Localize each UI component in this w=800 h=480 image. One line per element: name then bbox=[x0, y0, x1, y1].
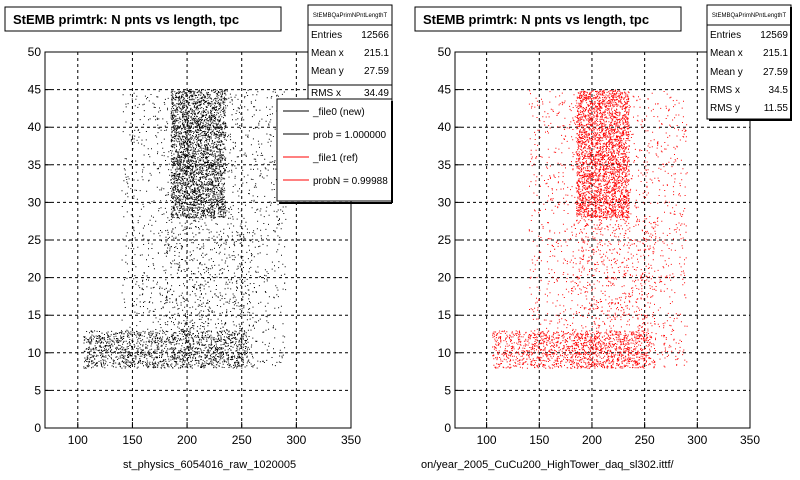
right-title-box bbox=[414, 6, 682, 32]
y-tick-label: 45 bbox=[438, 83, 452, 97]
legend-label: _file1 (ref) bbox=[312, 153, 358, 164]
left-title: StEMB primtrk: N pnts vs length, tpc bbox=[13, 12, 239, 27]
left-bottom-label: st_physics_6054016_raw_1020005 bbox=[123, 459, 296, 471]
legend-label: prob = 1.000000 bbox=[313, 130, 387, 141]
y-tick-label: 20 bbox=[438, 271, 452, 285]
y-tick-label: 5 bbox=[34, 383, 41, 397]
right-stats-header: StEMBQaPrimNPntLengthT bbox=[712, 13, 787, 19]
y-tick-label: 5 bbox=[444, 383, 451, 397]
y-tick-label: 40 bbox=[438, 120, 452, 134]
left-stat-label: Entries bbox=[311, 30, 342, 41]
x-tick-label: 250 bbox=[232, 433, 252, 447]
y-tick-label: 45 bbox=[28, 83, 42, 97]
right-stat-value: 215.1 bbox=[763, 48, 788, 59]
x-tick-label: 300 bbox=[286, 433, 306, 447]
right-panel: 100 150 200 250 300 350 0 5 10 15 20 25 30 35 40 45 50 S… bbox=[414, 4, 792, 471]
y-tick-label: 50 bbox=[438, 45, 452, 59]
scatter-point-cloud bbox=[83, 89, 287, 369]
y-tick-label: 25 bbox=[28, 233, 42, 247]
right-stat-label: Mean y bbox=[710, 67, 743, 78]
left-stat-label: Mean y bbox=[311, 66, 344, 77]
y-tick-label: 0 bbox=[444, 421, 451, 435]
right-stats-box: StEMBQaPrimNPntLengthT Entries 12569 Mea… bbox=[706, 4, 792, 121]
y-tick-label: 15 bbox=[438, 308, 452, 322]
right-stat-label: Mean x bbox=[710, 48, 743, 59]
y-tick-label: 25 bbox=[438, 233, 452, 247]
right-stat-value: 27.59 bbox=[763, 67, 788, 78]
y-tick-label: 40 bbox=[28, 120, 42, 134]
y-tick-label: 35 bbox=[438, 158, 452, 172]
y-tick-label: 10 bbox=[438, 346, 452, 360]
right-stat-value: 11.55 bbox=[764, 103, 789, 114]
left-stat-value: 27.59 bbox=[364, 66, 389, 77]
left-legend: _file0 (new) prob = 1.000000 _file1 (ref… bbox=[276, 98, 393, 204]
left-stat-label: Mean x bbox=[311, 48, 344, 59]
y-tick-label: 30 bbox=[28, 195, 42, 209]
right-stat-label: RMS y bbox=[710, 103, 740, 114]
right-scatter-points bbox=[492, 89, 688, 369]
right-stat-label: Entries bbox=[710, 30, 741, 41]
y-tick-label: 20 bbox=[28, 271, 42, 285]
y-tick-label: 0 bbox=[34, 421, 41, 435]
left-stats-box: StEMBQaPrimNPntLengthT Entries 12566 Mea… bbox=[307, 4, 393, 86]
y-tick-label: 35 bbox=[28, 158, 42, 172]
y-tick-label: 30 bbox=[438, 195, 452, 209]
x-tick-label: 250 bbox=[635, 433, 655, 447]
left-stats-header: StEMBQaPrimNPntLengthT bbox=[313, 13, 388, 19]
left-panel: 100 150 200 250 300 350 0 5 10 15 20 25 30 35 40 45 50 S… bbox=[4, 4, 393, 471]
right-axes: 100 150 200 250 300 350 0 5 10 15 20 25 30 35 40 45 50 bbox=[438, 45, 761, 447]
left-stat-value: 34.49 bbox=[364, 88, 389, 99]
x-tick-label: 150 bbox=[529, 433, 549, 447]
right-stat-value: 34.5 bbox=[769, 85, 789, 96]
left-stat-value: 215.1 bbox=[364, 48, 389, 59]
left-stat-label: RMS x bbox=[311, 88, 341, 99]
y-tick-label: 50 bbox=[28, 45, 42, 59]
y-tick-label: 15 bbox=[28, 308, 42, 322]
x-tick-label: 200 bbox=[582, 433, 602, 447]
left-title-box bbox=[4, 6, 282, 32]
x-tick-label: 350 bbox=[740, 433, 760, 447]
left-axes: 100 150 200 250 300 350 0 5 10 15 20 25 30 35 40 45 50 bbox=[28, 45, 362, 447]
x-tick-label: 100 bbox=[477, 433, 497, 447]
x-tick-label: 350 bbox=[341, 433, 361, 447]
left-scatter-points bbox=[83, 89, 287, 369]
right-title: StEMB primtrk: N pnts vs length, tpc bbox=[423, 12, 649, 27]
x-tick-label: 200 bbox=[177, 433, 197, 447]
right-bottom-label: on/year_2005_CuCu200_HighTower_daq_sl302… bbox=[421, 459, 675, 471]
left-stat-value: 12566 bbox=[361, 30, 389, 41]
right-stat-value: 12569 bbox=[760, 30, 788, 41]
right-stat-label: RMS x bbox=[710, 85, 740, 96]
scatter-point-cloud bbox=[492, 89, 688, 369]
x-tick-label: 100 bbox=[68, 433, 88, 447]
legend-label: probN = 0.99988 bbox=[313, 176, 388, 187]
y-tick-label: 10 bbox=[28, 346, 42, 360]
x-tick-label: 150 bbox=[122, 433, 142, 447]
x-tick-label: 300 bbox=[687, 433, 707, 447]
legend-label: _file0 (new) bbox=[312, 107, 365, 118]
